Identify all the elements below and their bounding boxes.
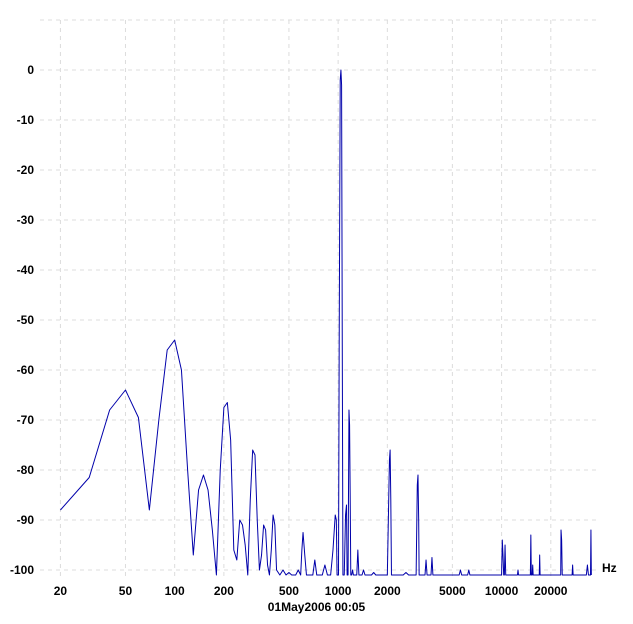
timestamp-footer: 01May2006 00:05	[0, 600, 633, 614]
x-tick-labels: 20 50 100 200 500 1000 2000 5000 10000 20000	[54, 584, 568, 598]
x-tick-label-1: 50	[119, 584, 133, 598]
y-tick-label-0: 0	[27, 63, 34, 77]
y-tick-label-4: -40	[17, 263, 35, 277]
x-tick-label-4: 500	[279, 584, 299, 598]
x-tick-label-7: 5000	[439, 584, 466, 598]
series-lines	[60, 69, 592, 576]
x-unit-label: Hz	[602, 561, 617, 575]
x-tick-label-8: 10000	[485, 584, 519, 598]
grid	[40, 19, 600, 576]
y-tick-label-7: -70	[17, 413, 35, 427]
timestamp-label: 01May2006 00:05	[267, 600, 366, 614]
y-tick-label-3: -30	[17, 213, 35, 227]
y-tick-label-2: -20	[17, 163, 35, 177]
y-tick-label-5: -50	[17, 313, 35, 327]
x-tick-label-6: 2000	[374, 584, 401, 598]
y-tick-label-6: -60	[17, 363, 35, 377]
series-line-0	[60, 69, 592, 576]
x-tick-label-3: 200	[214, 584, 234, 598]
y-tick-labels: 0 -10 -20 -30 -40 -50 -60 -70 -80 -90 -100	[10, 63, 34, 577]
y-tick-label-9: -90	[17, 513, 35, 527]
x-tick-label-5: 1000	[325, 584, 352, 598]
y-tick-label-10: -100	[10, 563, 34, 577]
y-tick-label-8: -80	[17, 463, 35, 477]
x-tick-label-0: 20	[54, 584, 68, 598]
x-tick-label-2: 100	[165, 584, 185, 598]
y-tick-label-1: -10	[17, 113, 35, 127]
x-tick-label-9: 20000	[534, 584, 568, 598]
